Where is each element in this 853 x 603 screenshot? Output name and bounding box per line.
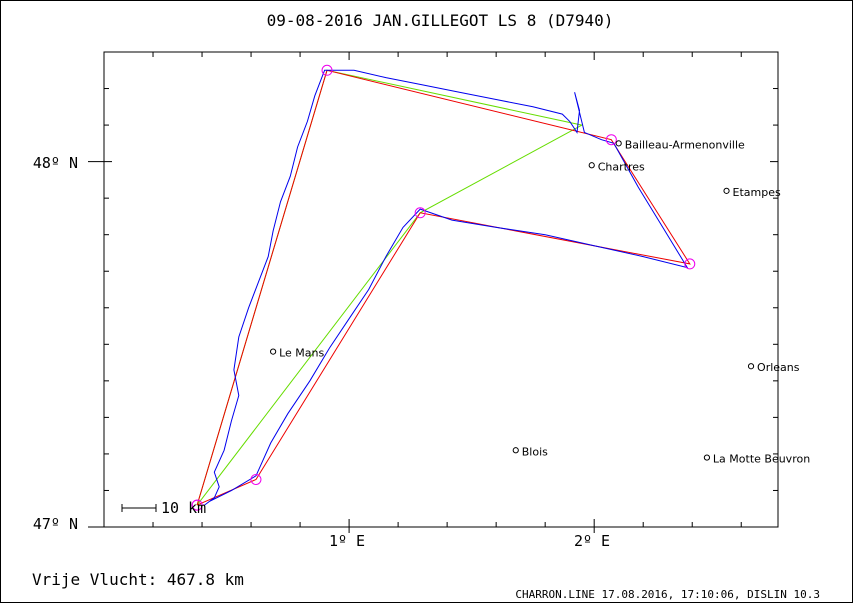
gps-track (204, 69, 689, 506)
town: Chartres (588, 160, 645, 173)
turnpoint-marker (250, 474, 262, 485)
town: Blois (512, 445, 548, 458)
free-flight-line (196, 69, 584, 506)
x-label-2e: 2º E (574, 532, 610, 550)
town-dot (588, 162, 595, 169)
turnpoints (191, 64, 696, 511)
town-dot (512, 447, 519, 454)
turnpoint-marker (191, 499, 203, 511)
town-dot (270, 348, 277, 355)
town: La Motte Beuvron (703, 453, 810, 466)
map-frame (103, 51, 779, 528)
town-dot (615, 140, 622, 147)
y-label-48n: 48º N (33, 154, 78, 172)
town-label: Chartres (598, 160, 645, 173)
flight-title: 09-08-2016 JAN.GILLEGOT LS 8 (D7940) (267, 11, 614, 30)
turnpoint-marker (321, 64, 333, 76)
town-label: La Motte Beuvron (713, 453, 810, 466)
town-label: Orleans (757, 361, 800, 374)
town: Orleans (747, 361, 800, 374)
turnpoint-marker (414, 207, 426, 219)
x-label-1e: 1º E (329, 532, 365, 550)
turnpoint-marker (684, 258, 696, 270)
town: Bailleau-Armenonville (615, 138, 745, 151)
axis-ticks (88, 52, 778, 533)
town-label: Bailleau-Armenonville (625, 138, 745, 151)
town-dot (723, 187, 730, 194)
town-label: Blois (522, 445, 548, 458)
town-dot (747, 363, 755, 370)
free-distance: Vrije Vlucht: 467.8 km (32, 570, 244, 589)
town-dot (703, 454, 711, 461)
scale-label: 10 km (161, 499, 206, 517)
towns: Bailleau-Armenonville Chartres Etampes Le M… (270, 138, 810, 466)
task-line (196, 69, 691, 506)
town-label: Le Mans (279, 347, 324, 360)
town: Le Mans (270, 347, 325, 360)
turnpoint-marker (605, 134, 617, 146)
credit-line: CHARRON.LINE 17.08.2016, 17:10:06, DISLI… (515, 588, 820, 601)
town-label: Etampes (733, 186, 781, 199)
town: Etampes (723, 186, 781, 199)
scale-bar: 10 km (121, 499, 206, 517)
y-label-47n: 47º N (33, 515, 78, 533)
